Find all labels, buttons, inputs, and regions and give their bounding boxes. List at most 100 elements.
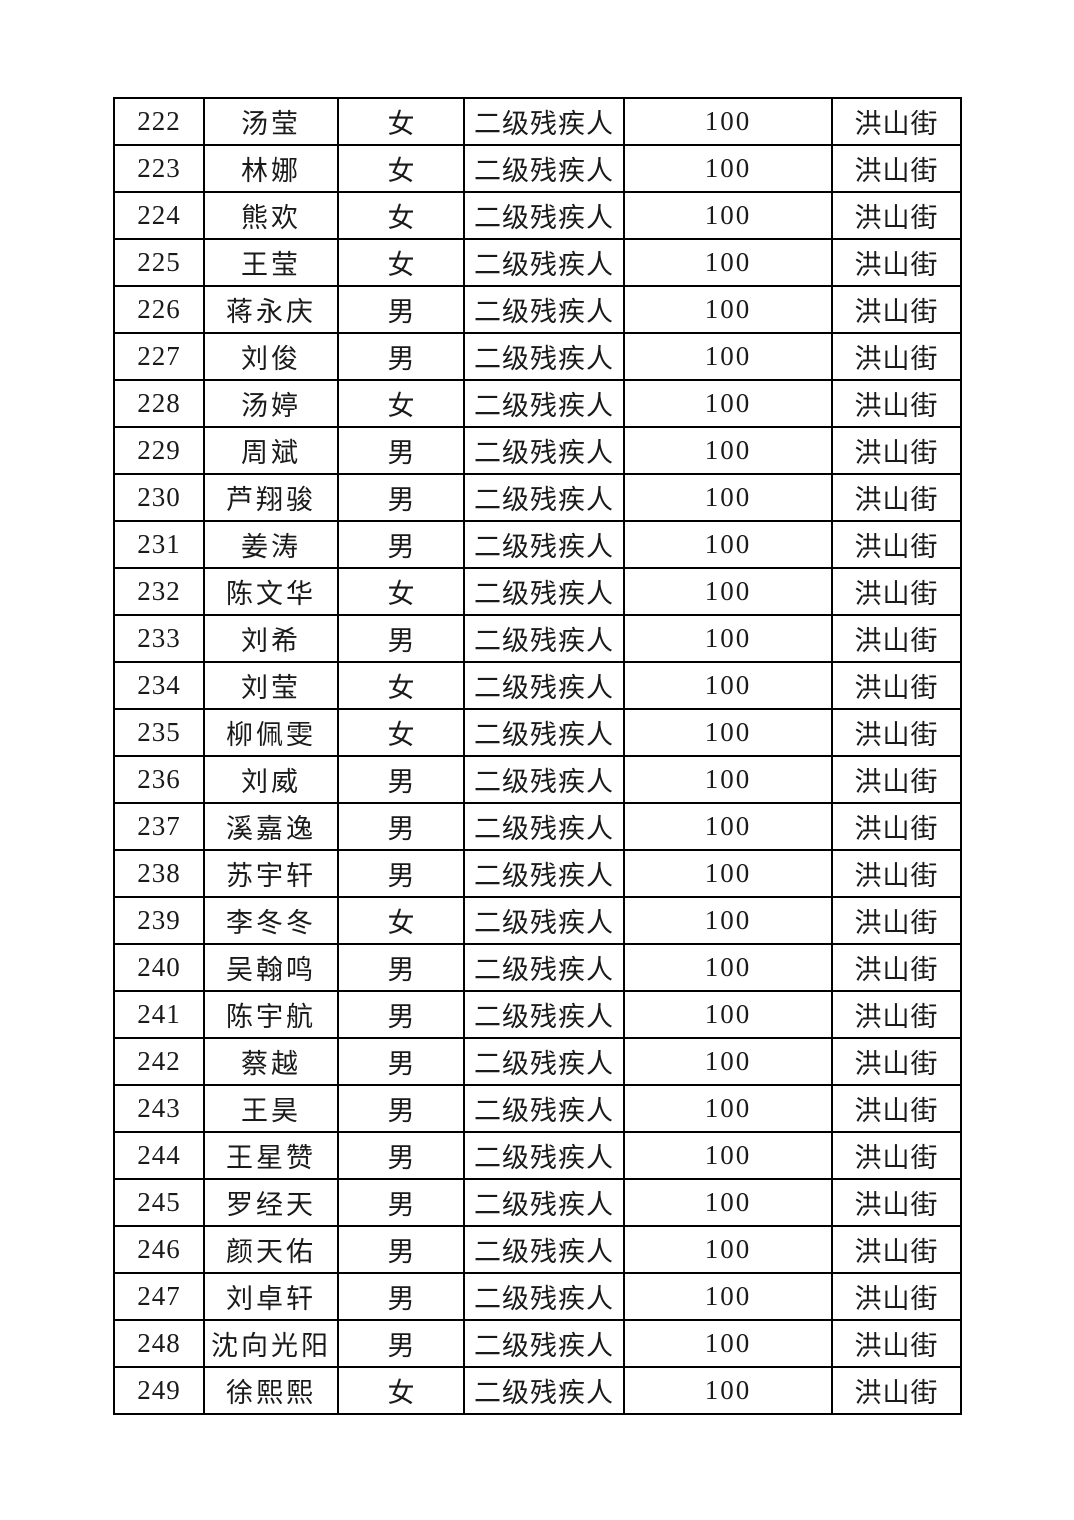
row-number-cell: 243 xyxy=(113,1084,205,1133)
gender-cell: 男 xyxy=(337,1225,465,1274)
row-number-cell: 241 xyxy=(113,990,205,1039)
disability-subsidy-table: 222 汤莹 女 二级残疾人 100 洪山街 223 林娜 女 二级残疾人 10… xyxy=(113,97,962,1415)
gender-cell: 男 xyxy=(337,426,465,475)
person-name-cell: 吴翰鸣 xyxy=(203,943,339,992)
table-row: 248 沈向光阳 男 二级残疾人 100 洪山街 xyxy=(113,1319,962,1368)
table-row: 229 周斌 男 二级残疾人 100 洪山街 xyxy=(113,426,962,475)
street-cell: 洪山街 xyxy=(831,990,962,1039)
street-cell: 洪山街 xyxy=(831,238,962,287)
street-cell: 洪山街 xyxy=(831,755,962,804)
disability-category-cell: 二级残疾人 xyxy=(463,661,625,710)
street-cell: 洪山街 xyxy=(831,614,962,663)
table-row: 242 蔡越 男 二级残疾人 100 洪山街 xyxy=(113,1037,962,1086)
table-row: 233 刘希 男 二级残疾人 100 洪山街 xyxy=(113,614,962,663)
street-cell: 洪山街 xyxy=(831,1319,962,1368)
table-row: 225 王莹 女 二级残疾人 100 洪山街 xyxy=(113,238,962,287)
gender-cell: 男 xyxy=(337,802,465,851)
gender-cell: 男 xyxy=(337,943,465,992)
row-number-cell: 240 xyxy=(113,943,205,992)
gender-cell: 男 xyxy=(337,332,465,381)
disability-category-cell: 二级残疾人 xyxy=(463,1272,625,1321)
street-cell: 洪山街 xyxy=(831,849,962,898)
row-number-cell: 242 xyxy=(113,1037,205,1086)
gender-cell: 男 xyxy=(337,520,465,569)
row-number-cell: 238 xyxy=(113,849,205,898)
disability-category-cell: 二级残疾人 xyxy=(463,144,625,193)
amount-cell: 100 xyxy=(623,802,833,851)
disability-category-cell: 二级残疾人 xyxy=(463,802,625,851)
gender-cell: 男 xyxy=(337,285,465,334)
row-number-cell: 237 xyxy=(113,802,205,851)
disability-category-cell: 二级残疾人 xyxy=(463,1319,625,1368)
person-name-cell: 熊欢 xyxy=(203,191,339,240)
gender-cell: 女 xyxy=(337,191,465,240)
street-cell: 洪山街 xyxy=(831,97,962,146)
disability-category-cell: 二级残疾人 xyxy=(463,708,625,757)
row-number-cell: 234 xyxy=(113,661,205,710)
table-row: 244 王星赞 男 二级残疾人 100 洪山街 xyxy=(113,1131,962,1180)
gender-cell: 女 xyxy=(337,661,465,710)
table-row: 230 芦翔骏 男 二级残疾人 100 洪山街 xyxy=(113,473,962,522)
row-number-cell: 249 xyxy=(113,1366,205,1415)
gender-cell: 男 xyxy=(337,614,465,663)
table-row: 232 陈文华 女 二级残疾人 100 洪山街 xyxy=(113,567,962,616)
street-cell: 洪山街 xyxy=(831,661,962,710)
person-name-cell: 苏宇轩 xyxy=(203,849,339,898)
table-row: 246 颜天佑 男 二级残疾人 100 洪山街 xyxy=(113,1225,962,1274)
row-number-cell: 225 xyxy=(113,238,205,287)
gender-cell: 女 xyxy=(337,144,465,193)
table-row: 241 陈宇航 男 二级残疾人 100 洪山街 xyxy=(113,990,962,1039)
gender-cell: 男 xyxy=(337,755,465,804)
amount-cell: 100 xyxy=(623,238,833,287)
person-name-cell: 王莹 xyxy=(203,238,339,287)
gender-cell: 男 xyxy=(337,1084,465,1133)
street-cell: 洪山街 xyxy=(831,1178,962,1227)
person-name-cell: 芦翔骏 xyxy=(203,473,339,522)
person-name-cell: 陈宇航 xyxy=(203,990,339,1039)
street-cell: 洪山街 xyxy=(831,1225,962,1274)
person-name-cell: 刘莹 xyxy=(203,661,339,710)
amount-cell: 100 xyxy=(623,1272,833,1321)
table-row: 249 徐熙熙 女 二级残疾人 100 洪山街 xyxy=(113,1366,962,1415)
table-row: 237 溪嘉逸 男 二级残疾人 100 洪山街 xyxy=(113,802,962,851)
amount-cell: 100 xyxy=(623,285,833,334)
street-cell: 洪山街 xyxy=(831,520,962,569)
amount-cell: 100 xyxy=(623,426,833,475)
person-name-cell: 姜涛 xyxy=(203,520,339,569)
row-number-cell: 246 xyxy=(113,1225,205,1274)
street-cell: 洪山街 xyxy=(831,332,962,381)
street-cell: 洪山街 xyxy=(831,567,962,616)
disability-category-cell: 二级残疾人 xyxy=(463,614,625,663)
gender-cell: 男 xyxy=(337,1319,465,1368)
person-name-cell: 柳佩雯 xyxy=(203,708,339,757)
person-name-cell: 沈向光阳 xyxy=(203,1319,339,1368)
gender-cell: 男 xyxy=(337,473,465,522)
amount-cell: 100 xyxy=(623,614,833,663)
amount-cell: 100 xyxy=(623,849,833,898)
street-cell: 洪山街 xyxy=(831,379,962,428)
row-number-cell: 244 xyxy=(113,1131,205,1180)
gender-cell: 男 xyxy=(337,1037,465,1086)
table-body: 222 汤莹 女 二级残疾人 100 洪山街 223 林娜 女 二级残疾人 10… xyxy=(113,97,962,1415)
row-number-cell: 226 xyxy=(113,285,205,334)
disability-category-cell: 二级残疾人 xyxy=(463,97,625,146)
street-cell: 洪山街 xyxy=(831,144,962,193)
street-cell: 洪山街 xyxy=(831,473,962,522)
amount-cell: 100 xyxy=(623,191,833,240)
street-cell: 洪山街 xyxy=(831,1366,962,1415)
disability-category-cell: 二级残疾人 xyxy=(463,755,625,804)
person-name-cell: 王昊 xyxy=(203,1084,339,1133)
person-name-cell: 刘希 xyxy=(203,614,339,663)
gender-cell: 男 xyxy=(337,1272,465,1321)
street-cell: 洪山街 xyxy=(831,1131,962,1180)
row-number-cell: 236 xyxy=(113,755,205,804)
disability-category-cell: 二级残疾人 xyxy=(463,1225,625,1274)
street-cell: 洪山街 xyxy=(831,1084,962,1133)
disability-category-cell: 二级残疾人 xyxy=(463,379,625,428)
amount-cell: 100 xyxy=(623,1178,833,1227)
amount-cell: 100 xyxy=(623,332,833,381)
table-row: 231 姜涛 男 二级残疾人 100 洪山街 xyxy=(113,520,962,569)
row-number-cell: 228 xyxy=(113,379,205,428)
table-row: 235 柳佩雯 女 二级残疾人 100 洪山街 xyxy=(113,708,962,757)
